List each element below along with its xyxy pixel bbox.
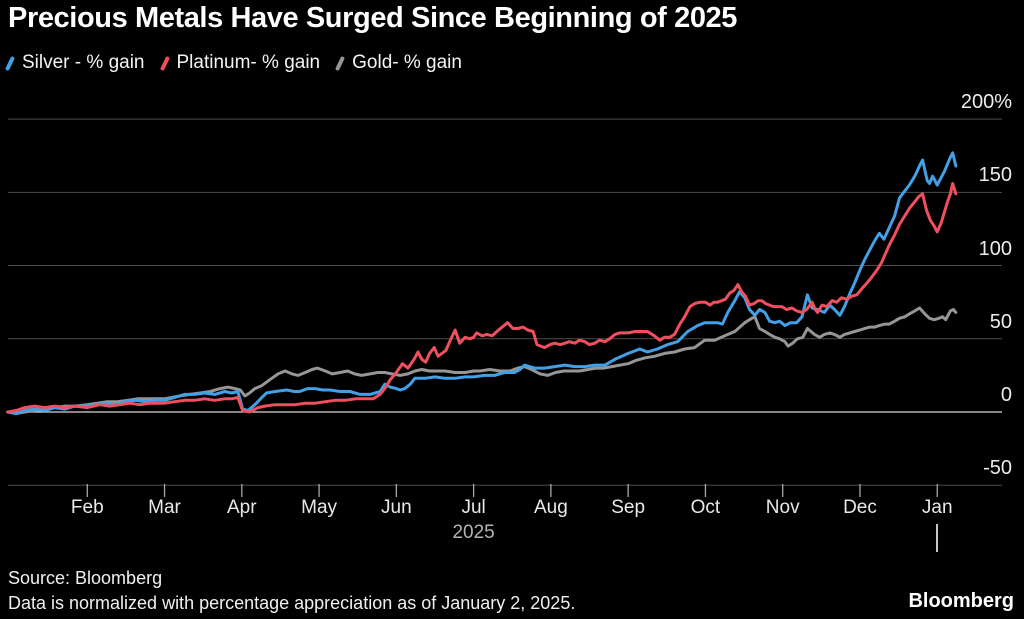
source-text: Source: Bloomberg	[8, 568, 163, 588]
legend: Silver - % gain Platinum- % gain Gold- % g…	[4, 52, 462, 74]
legend-item-silver: Silver - % gain	[4, 52, 145, 74]
x-tick-label-nov: Nov	[765, 497, 800, 518]
x-tick-label-oct: Oct	[690, 497, 721, 518]
y-tick-label: 50	[989, 310, 1012, 333]
x-tick-label-feb: Feb	[70, 497, 104, 518]
y-tick-label: -50	[983, 457, 1012, 480]
x-tick-label-mar: Mar	[148, 497, 181, 518]
year-divider-mark	[936, 524, 938, 552]
legend-label: Platinum- % gain	[176, 52, 321, 73]
y-tick-label: 100	[978, 237, 1012, 260]
series-line-gold	[6, 306, 958, 415]
series-line-silver	[6, 151, 958, 415]
y-tick-label: 150	[978, 164, 1012, 187]
x-axis-year-label: 2025	[452, 522, 495, 543]
y-tick-label: 200%	[960, 91, 1012, 114]
x-tick-label-aug: Aug	[533, 497, 568, 518]
note-text: Data is normalized with percentage appre…	[8, 593, 576, 613]
legend-item-gold: Gold- % gain	[335, 52, 462, 74]
y-tick-label: 0	[1000, 384, 1012, 406]
x-tick-label-jan: Jan	[921, 497, 953, 518]
x-tick-label-apr: Apr	[227, 497, 257, 518]
x-tick-label-may: May	[301, 497, 338, 518]
legend-label: Gold- % gain	[352, 52, 462, 73]
x-tick-label-jun: Jun	[381, 497, 412, 518]
legend-label: Silver - % gain	[22, 52, 145, 73]
series-line-platinum	[6, 182, 958, 414]
legend-item-platinum: Platinum- % gain	[159, 52, 321, 74]
bloomberg-logo: Bloomberg	[908, 590, 1014, 612]
chart-title: Precious Metals Have Surged Since Beginn…	[8, 2, 737, 34]
x-tick-label-sep: Sep	[611, 497, 646, 518]
x-tick-label-dec: Dec	[843, 497, 877, 518]
x-tick-label-jul: Jul	[461, 497, 486, 518]
